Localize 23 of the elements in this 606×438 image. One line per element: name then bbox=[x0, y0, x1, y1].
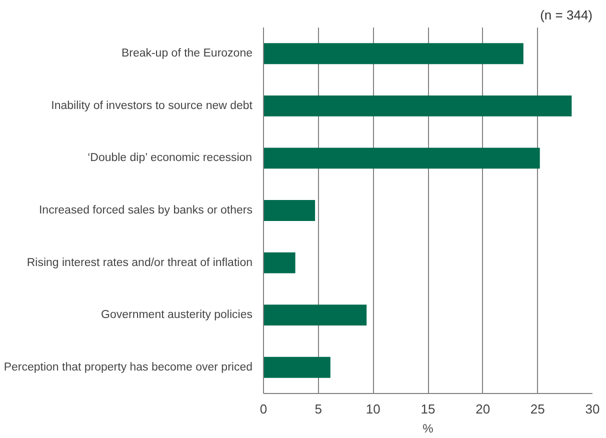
bar bbox=[264, 252, 296, 274]
x-tick-label: 30 bbox=[585, 402, 600, 416]
y-tick-label: Increased forced sales by banks or others bbox=[39, 204, 253, 216]
y-tick-label: ‘Double dip’ economic recession bbox=[88, 152, 252, 164]
y-tick-label: Perception that property has become over priced bbox=[4, 361, 253, 374]
y-tick-label: Break-up of the Eurozone bbox=[121, 48, 253, 60]
bar bbox=[264, 95, 572, 116]
x-tick-label: 25 bbox=[530, 402, 545, 416]
y-tick-label: Inability of investors to source new debt bbox=[51, 100, 254, 112]
x-tick-label: 0 bbox=[260, 402, 268, 416]
bar bbox=[264, 148, 540, 169]
bar bbox=[264, 356, 330, 378]
y-tick-label: Government austerity policies bbox=[101, 309, 253, 322]
bar bbox=[264, 304, 367, 326]
x-tick-label: 20 bbox=[476, 402, 490, 416]
x-axis-title: % bbox=[422, 422, 434, 436]
y-tick-label: Rising interest rates and/or threat of inflation bbox=[26, 256, 253, 269]
x-tick-label: 10 bbox=[366, 402, 380, 416]
x-tick-label: 5 bbox=[314, 402, 322, 416]
text: (n = 344) bbox=[540, 8, 593, 22]
bar bbox=[264, 200, 316, 221]
x-tick-label: 15 bbox=[420, 402, 436, 416]
bar bbox=[264, 43, 524, 64]
